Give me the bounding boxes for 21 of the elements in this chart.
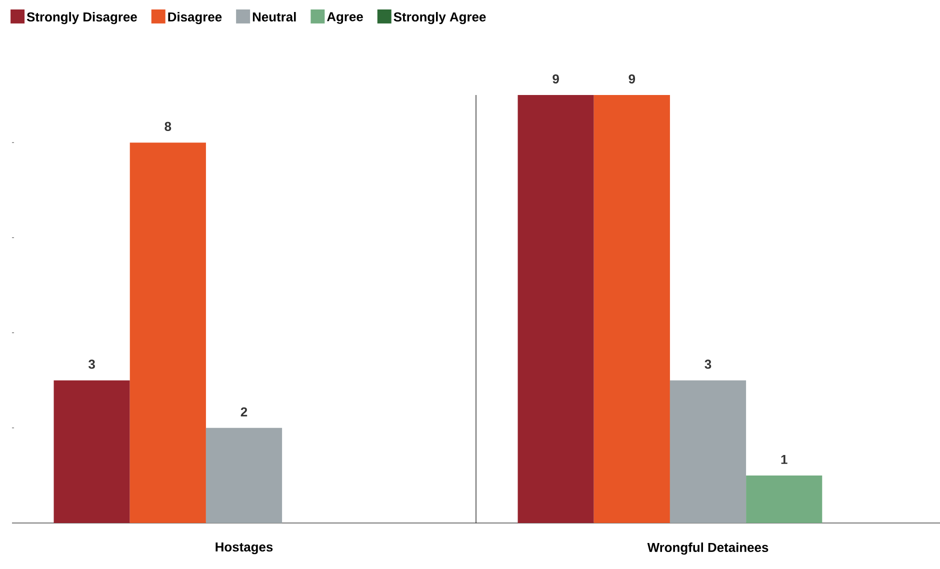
- bar: [518, 95, 594, 523]
- legend-label: Disagree: [168, 12, 222, 24]
- legend-label: Strongly Disagree: [26, 12, 137, 24]
- bar: [746, 475, 822, 523]
- bar: [206, 428, 282, 523]
- x-tick-label: Wrongful Detainees: [647, 542, 768, 555]
- legend-label: Agree: [326, 12, 363, 24]
- bar: [670, 380, 746, 523]
- legend-label: Strongly Agree: [394, 12, 486, 24]
- bar: [594, 95, 670, 523]
- data-label: 9: [552, 74, 559, 84]
- data-label: 9: [628, 74, 636, 84]
- data-label: 1: [781, 455, 788, 464]
- data-label: 3: [704, 360, 712, 369]
- data-label: 3: [88, 360, 95, 369]
- data-label: 8: [164, 122, 172, 132]
- x-tick-label: Hostages: [216, 542, 273, 554]
- bar: [54, 380, 130, 523]
- data-label: 2: [240, 407, 248, 416]
- legend-label: Neutral: [252, 12, 296, 22]
- bar: [130, 142, 206, 523]
